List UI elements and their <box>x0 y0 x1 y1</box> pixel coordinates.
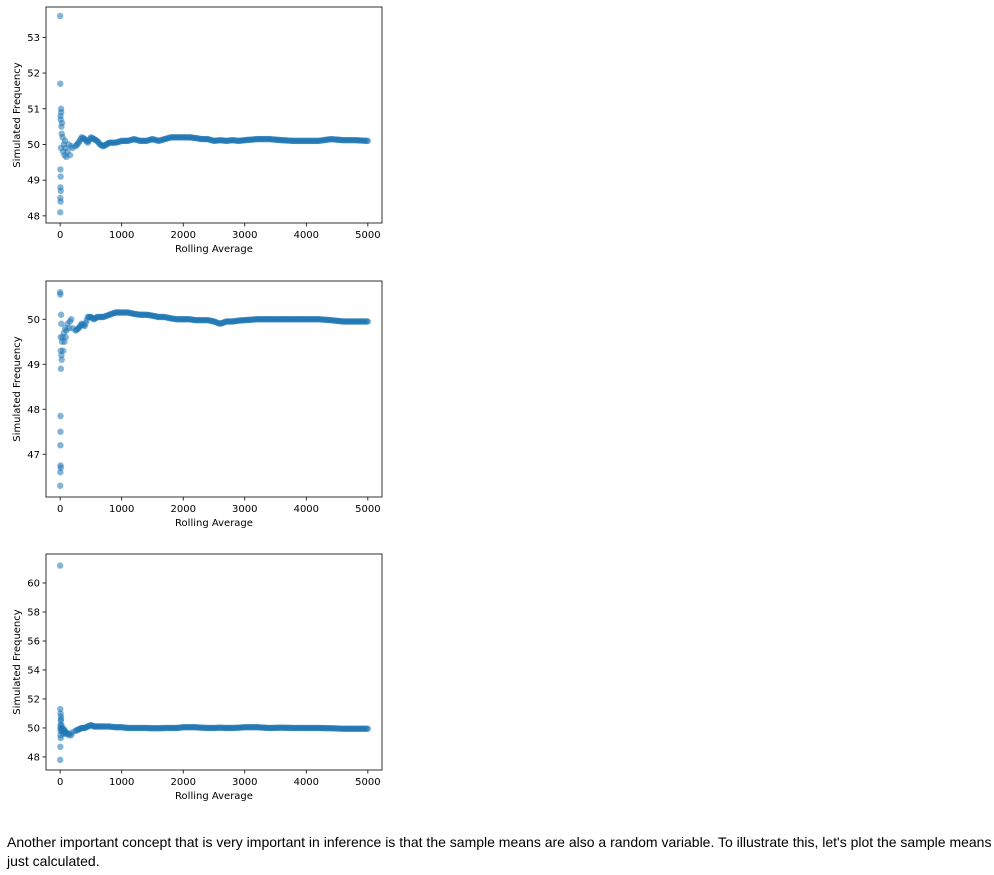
x-tick-label: 0 <box>57 504 63 515</box>
data-point <box>58 356 65 363</box>
scatter-plot-3-svg: 0 1000 2000 3000 4000 5000 48 50 52 54 56 58 60 Rolli… <box>12 553 383 802</box>
scatter-plot-1-svg: 0 1000 2000 3000 4000 5000 48 49 50 51 52 53 Rolling… <box>12 6 383 255</box>
y-tick-label: 56 <box>27 636 40 647</box>
data-point <box>57 464 64 471</box>
data-points <box>56 289 372 489</box>
y-tick-label: 48 <box>27 752 40 763</box>
x-axis-label: Rolling Average <box>175 518 253 529</box>
y-tick-label: 53 <box>27 33 40 44</box>
x-tick-label: 2000 <box>171 504 196 515</box>
x-tick-label: 3000 <box>232 230 257 241</box>
explanation-paragraph: Another important concept that is very i… <box>7 834 992 869</box>
x-tick-label: 5000 <box>355 777 380 788</box>
x-tick-label: 1000 <box>109 504 134 515</box>
data-point <box>57 412 64 420</box>
data-point <box>57 743 64 751</box>
data-point <box>58 320 65 327</box>
data-point <box>57 442 64 449</box>
data-point <box>363 137 370 145</box>
y-axis-label: Simulated Frequency <box>12 336 23 441</box>
data-point <box>363 318 370 325</box>
data-point <box>62 334 69 341</box>
y-tick-label: 50 <box>27 140 40 151</box>
x-axis-label: Rolling Average <box>175 244 253 255</box>
y-axis-label: Simulated Frequency <box>12 609 23 714</box>
rolling-average-scatter-plot-1: 0 1000 2000 3000 4000 5000 48 49 50 51 52 53 Rolling… <box>0 0 400 262</box>
data-points <box>56 12 372 216</box>
data-point <box>56 12 64 20</box>
y-tick-label: 60 <box>27 578 40 589</box>
y-tick-label: 47 <box>27 450 40 461</box>
data-point <box>57 428 64 435</box>
x-tick-label: 2000 <box>171 777 196 788</box>
x-tick-label: 1000 <box>109 230 134 241</box>
rolling-average-scatter-plot-3: 0 1000 2000 3000 4000 5000 48 50 52 54 56 58 60 Rolli… <box>0 547 400 809</box>
data-point <box>57 166 64 173</box>
rolling-average-scatter-plot-2: 0 1000 2000 3000 4000 5000 47 48 49 50 Rolling Ave… <box>0 274 400 536</box>
plot-frame <box>45 553 383 771</box>
scatter-plot-2-svg: 0 1000 2000 3000 4000 5000 47 48 49 50 Rolling Ave… <box>12 280 383 529</box>
plot-frame <box>45 6 383 224</box>
x-tick-label: 0 <box>57 777 63 788</box>
data-point <box>57 311 65 318</box>
y-tick-label: 49 <box>27 176 40 187</box>
data-point <box>56 562 64 569</box>
x-tick-label: 5000 <box>355 230 380 241</box>
data-point <box>58 119 66 127</box>
data-point <box>57 291 64 298</box>
x-tick-label: 4000 <box>294 504 319 515</box>
data-point <box>68 316 75 323</box>
data-point <box>57 187 64 195</box>
data-point <box>57 482 64 489</box>
data-point <box>57 756 64 764</box>
y-tick-label: 48 <box>27 405 40 416</box>
y-tick-label: 48 <box>27 211 40 222</box>
data-point <box>363 725 370 732</box>
data-point <box>57 198 64 205</box>
data-point <box>60 347 67 354</box>
x-tick-label: 3000 <box>232 777 257 788</box>
y-tick-label: 52 <box>27 69 40 80</box>
x-axis-label: Rolling Average <box>175 791 253 802</box>
x-tick-label: 1000 <box>109 777 134 788</box>
y-tick-label: 51 <box>27 104 40 115</box>
y-tick-label: 58 <box>27 607 40 618</box>
x-tick-label: 5000 <box>355 504 380 515</box>
y-axis-label: Simulated Frequency <box>12 62 23 167</box>
data-point <box>57 716 65 723</box>
y-tick-label: 49 <box>27 360 40 371</box>
data-point <box>66 151 74 159</box>
data-point <box>57 80 64 87</box>
data-point <box>57 209 64 216</box>
data-point <box>57 173 64 180</box>
plot-frame <box>45 280 383 498</box>
y-tick-label: 50 <box>27 723 40 734</box>
data-point <box>57 365 65 372</box>
x-tick-label: 4000 <box>294 230 319 241</box>
y-tick-label: 50 <box>27 315 40 326</box>
y-tick-label: 54 <box>27 665 40 676</box>
data-points <box>56 562 372 764</box>
x-tick-label: 4000 <box>294 777 319 788</box>
y-tick-label: 52 <box>27 694 40 705</box>
x-tick-label: 2000 <box>171 230 196 241</box>
data-point <box>58 109 65 116</box>
x-tick-label: 0 <box>57 230 63 241</box>
x-tick-label: 3000 <box>232 504 257 515</box>
